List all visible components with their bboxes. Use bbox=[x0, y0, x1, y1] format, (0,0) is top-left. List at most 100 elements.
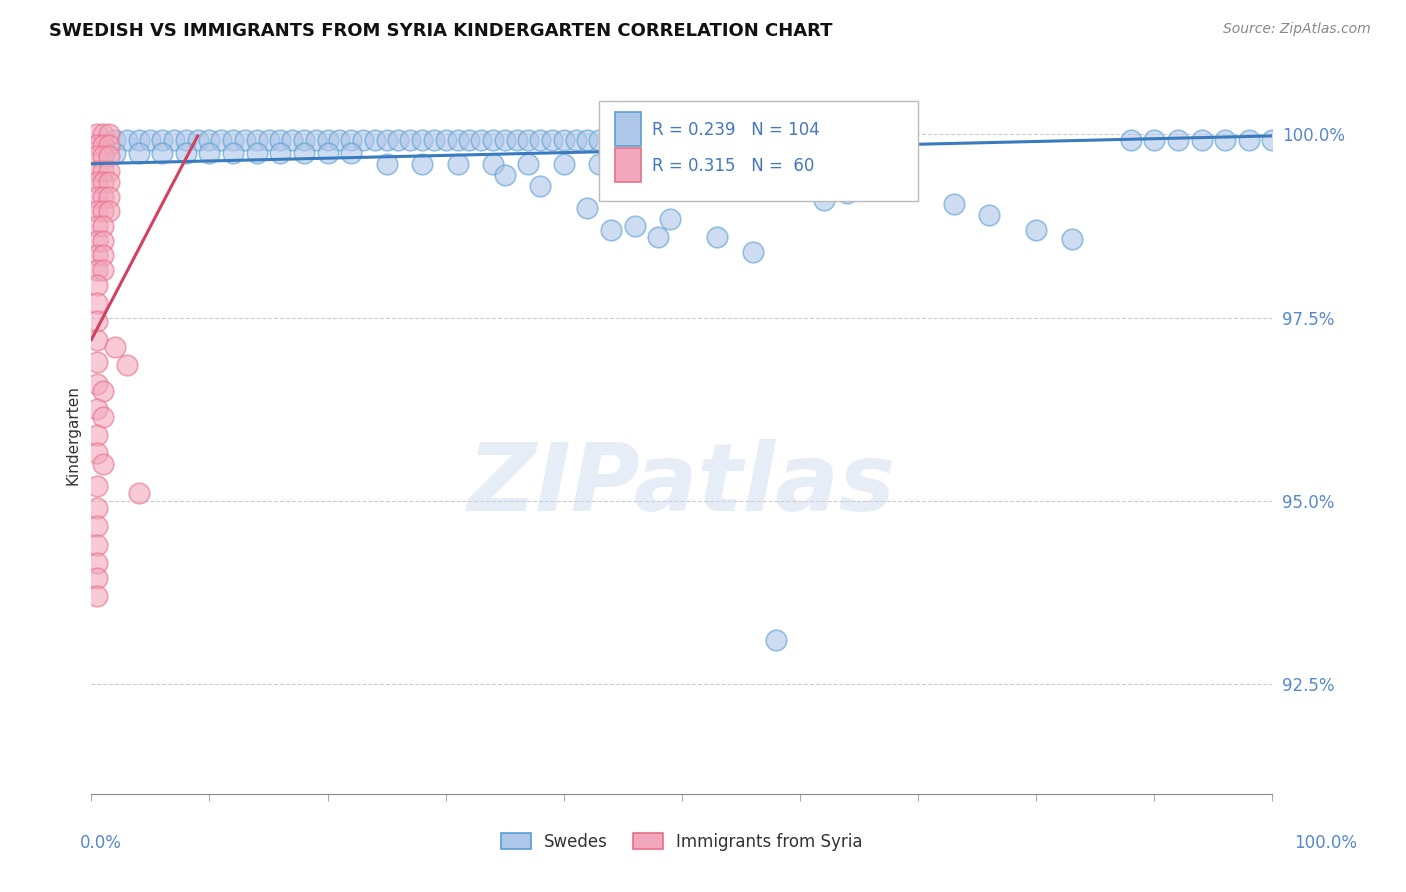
Point bbox=[292, 145, 315, 160]
Point bbox=[269, 132, 291, 146]
Point bbox=[741, 244, 763, 259]
Point bbox=[482, 157, 505, 171]
Point bbox=[150, 145, 173, 160]
Point bbox=[612, 132, 634, 146]
Point bbox=[91, 190, 114, 204]
Point bbox=[91, 457, 114, 471]
Point bbox=[91, 164, 114, 178]
Point bbox=[659, 132, 682, 146]
Point bbox=[257, 132, 280, 146]
Point bbox=[86, 149, 108, 163]
Point bbox=[86, 501, 108, 516]
Point bbox=[813, 194, 835, 208]
Point bbox=[115, 132, 138, 146]
Point bbox=[316, 145, 339, 160]
Point bbox=[977, 208, 1000, 222]
Point bbox=[352, 132, 374, 146]
Point bbox=[86, 402, 108, 417]
Point bbox=[553, 132, 575, 146]
Point bbox=[576, 132, 599, 146]
Point bbox=[281, 132, 304, 146]
Point bbox=[1167, 132, 1189, 146]
Point bbox=[222, 145, 245, 160]
Point bbox=[86, 128, 108, 142]
Point bbox=[647, 132, 669, 146]
Text: R = 0.239   N = 104: R = 0.239 N = 104 bbox=[652, 121, 820, 139]
Point bbox=[423, 132, 446, 146]
Point bbox=[682, 132, 704, 146]
Point bbox=[98, 138, 121, 153]
Point bbox=[576, 201, 599, 215]
Point bbox=[86, 333, 108, 347]
Point bbox=[91, 175, 114, 189]
Point bbox=[86, 204, 108, 219]
Point bbox=[765, 632, 787, 647]
Point bbox=[98, 190, 121, 204]
Point bbox=[86, 446, 108, 460]
Point bbox=[517, 132, 540, 146]
Point bbox=[128, 145, 150, 160]
Point bbox=[553, 157, 575, 171]
Point bbox=[529, 132, 551, 146]
Text: 0.0%: 0.0% bbox=[80, 834, 122, 852]
Point bbox=[494, 168, 516, 182]
Point bbox=[98, 149, 121, 163]
Point bbox=[1237, 132, 1260, 146]
Point bbox=[600, 222, 623, 236]
Point bbox=[505, 132, 527, 146]
Point bbox=[86, 277, 108, 292]
Point bbox=[209, 132, 232, 146]
Point bbox=[86, 314, 108, 328]
Point bbox=[375, 132, 398, 146]
Point bbox=[91, 219, 114, 233]
Point bbox=[86, 556, 108, 570]
Point bbox=[86, 190, 108, 204]
Point bbox=[163, 132, 186, 146]
Point bbox=[91, 234, 114, 248]
Legend: Swedes, Immigrants from Syria: Swedes, Immigrants from Syria bbox=[495, 826, 869, 857]
Point bbox=[494, 132, 516, 146]
Point bbox=[328, 132, 350, 146]
Point bbox=[86, 571, 108, 585]
Text: SWEDISH VS IMMIGRANTS FROM SYRIA KINDERGARTEN CORRELATION CHART: SWEDISH VS IMMIGRANTS FROM SYRIA KINDERG… bbox=[49, 22, 832, 40]
Text: ZIPatlas: ZIPatlas bbox=[468, 439, 896, 531]
Point bbox=[86, 479, 108, 493]
Point bbox=[305, 132, 328, 146]
Point bbox=[340, 132, 363, 146]
Point bbox=[600, 132, 623, 146]
Point bbox=[411, 132, 433, 146]
Point bbox=[98, 164, 121, 178]
Point bbox=[115, 358, 138, 372]
Point bbox=[399, 132, 422, 146]
Point bbox=[91, 248, 114, 262]
Point bbox=[86, 519, 108, 533]
Point bbox=[91, 128, 114, 142]
Point bbox=[1191, 132, 1213, 146]
Point bbox=[86, 138, 108, 153]
Point bbox=[647, 230, 669, 244]
Point bbox=[1025, 222, 1047, 236]
Point bbox=[1060, 232, 1083, 246]
Point bbox=[541, 132, 564, 146]
Text: Source: ZipAtlas.com: Source: ZipAtlas.com bbox=[1223, 22, 1371, 37]
Point bbox=[765, 178, 787, 193]
Point bbox=[104, 132, 127, 146]
Point bbox=[98, 175, 121, 189]
Point bbox=[1143, 132, 1166, 146]
Point bbox=[316, 132, 339, 146]
Point bbox=[91, 204, 114, 219]
Point bbox=[269, 145, 291, 160]
Point bbox=[446, 157, 468, 171]
Y-axis label: Kindergarten: Kindergarten bbox=[65, 385, 80, 484]
Point bbox=[91, 149, 114, 163]
Point bbox=[174, 132, 197, 146]
Point bbox=[104, 340, 127, 354]
Point bbox=[375, 157, 398, 171]
Point bbox=[458, 132, 481, 146]
Point bbox=[128, 132, 150, 146]
Point bbox=[198, 145, 221, 160]
Point bbox=[387, 132, 409, 146]
Point bbox=[246, 145, 269, 160]
Point bbox=[588, 157, 610, 171]
Point bbox=[86, 589, 108, 603]
